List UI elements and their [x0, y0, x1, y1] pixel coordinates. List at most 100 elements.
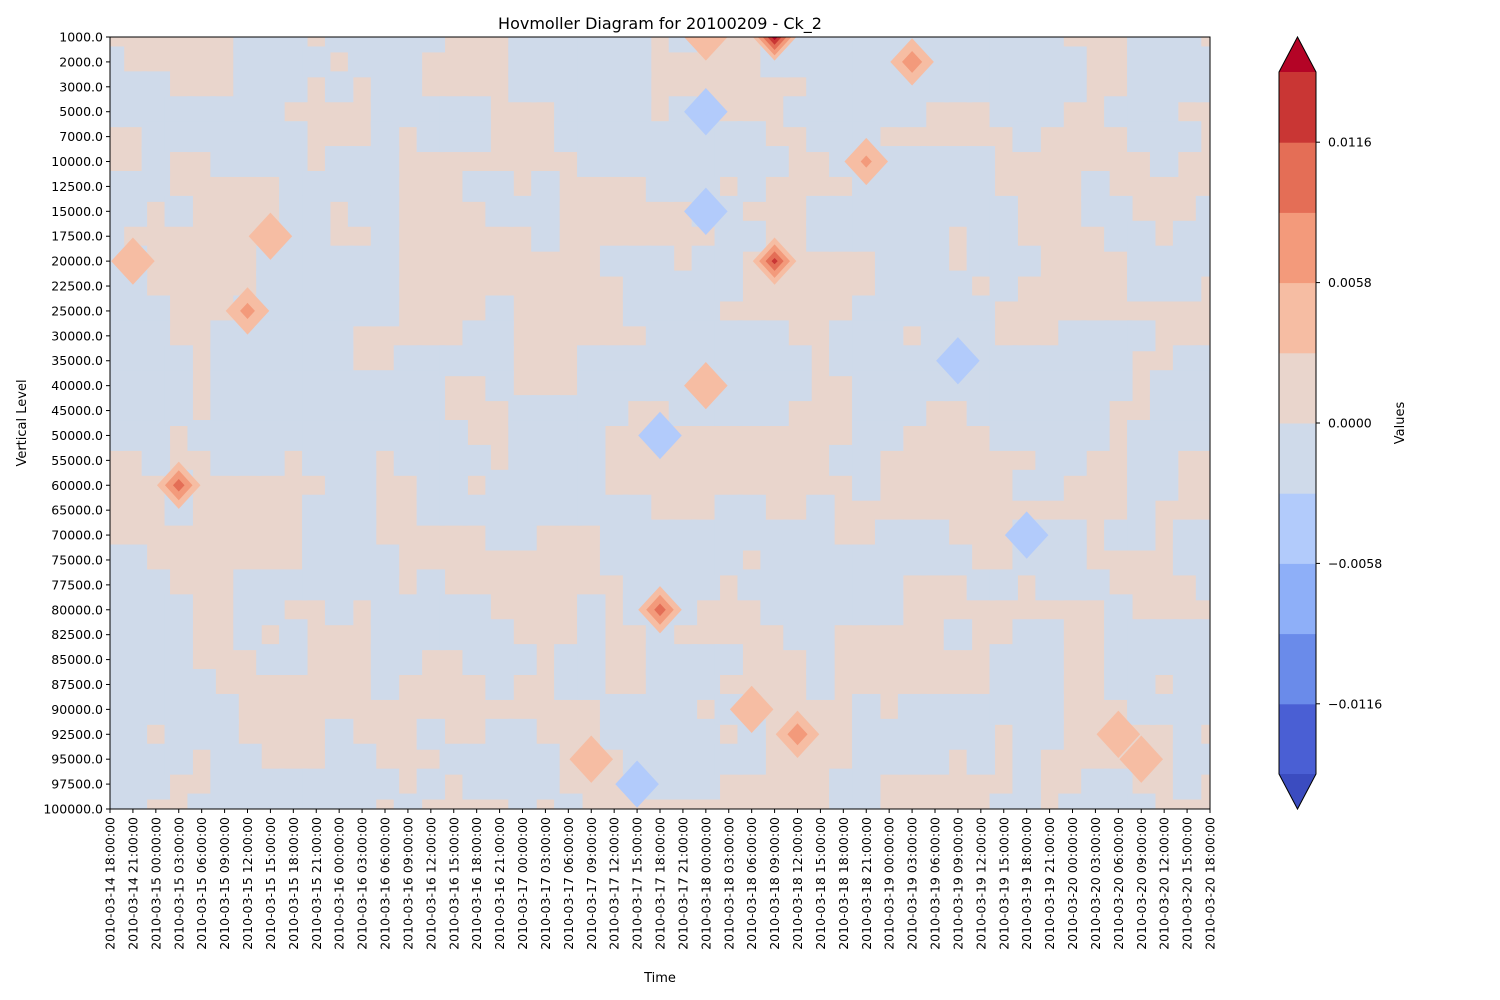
heatmap-cell: [110, 220, 125, 252]
x-axis: 2010-03-14 18:00:00 2010-03-14 21:00:00 20…: [103, 809, 1218, 950]
heatmap-feature: [248, 212, 293, 260]
heatmap-feature: [156, 461, 201, 509]
heatmap-cell: [302, 793, 331, 809]
colorbar-outline: [1278, 35, 1317, 811]
heatmap-cell: [324, 37, 354, 53]
x-tick-label: 2010-03-18 00:00:00: [698, 817, 713, 950]
x-tick-label: 2010-03-17 00:00:00: [515, 817, 530, 950]
y-tick-label: 40000.0: [51, 378, 103, 393]
heatmap-cell: [1058, 793, 1087, 809]
x-tick-label: 2010-03-17 06:00:00: [561, 817, 576, 950]
x-tick-label: 2010-03-17 21:00:00: [675, 817, 690, 950]
x-tick-label: 2010-03-18 12:00:00: [790, 817, 805, 950]
heatmap-feature: [752, 37, 797, 61]
x-tick-label: 2010-03-18 03:00:00: [721, 817, 736, 950]
heatmap-cell: [714, 270, 743, 302]
y-tick-label: 90000.0: [51, 702, 103, 717]
colorbar-tick-label: 0.0000: [1328, 416, 1372, 431]
feature-peak: [702, 108, 709, 115]
heatmap-cell: [829, 793, 858, 809]
heatmap-cell: [1081, 420, 1110, 451]
x-tick-label: 2010-03-14 18:00:00: [103, 817, 118, 950]
heatmap-cell: [806, 669, 835, 700]
feature-peak: [244, 307, 251, 314]
heatmap-cell: [783, 370, 812, 402]
feature-peak: [129, 258, 136, 265]
x-tick-label: 2010-03-16 00:00:00: [332, 817, 347, 950]
y-tick-label: 15000.0: [51, 204, 103, 219]
x-tick-label: 2010-03-17 15:00:00: [630, 817, 645, 950]
heatmap-cell: [508, 793, 537, 809]
heatmap-cell: [1195, 195, 1210, 227]
y-tick-label: 82500.0: [51, 627, 103, 642]
y-tick-label: 80000.0: [51, 602, 103, 617]
heatmap-cell: [1058, 71, 1087, 103]
heatmap-cell: [714, 644, 743, 676]
heatmap-feature: [111, 237, 155, 285]
heatmap-cell: [989, 793, 1018, 809]
x-tick-label: 2010-03-19 18:00:00: [1019, 817, 1034, 950]
x-tick-label: 2010-03-19 06:00:00: [928, 817, 943, 950]
heatmap-cell: [1195, 46, 1210, 78]
heatmap-cell: [347, 793, 377, 809]
heatmap-cell: [1195, 569, 1210, 601]
x-tick-label: 2010-03-20 12:00:00: [1157, 817, 1172, 950]
heatmap-feature: [684, 37, 728, 61]
heatmap-cell: [852, 793, 881, 809]
x-tick-label: 2010-03-16 03:00:00: [355, 817, 370, 950]
heatmap-cell: [279, 644, 308, 676]
heatmap-cell: [370, 295, 400, 327]
heatmap-cell: [233, 793, 262, 809]
heatmap-feature: [1119, 735, 1164, 783]
heatmap-feature: [225, 287, 270, 335]
y-tick-label: 75000.0: [51, 552, 103, 567]
x-tick-label: 2010-03-20 18:00:00: [1203, 817, 1218, 950]
colorbar-segment: [1279, 212, 1316, 284]
colorbar: −0.0116 −0.0058 0.0000 0.0058 0.0116: [1278, 35, 1382, 811]
heatmap-cell: [1012, 793, 1041, 809]
x-tick-label: 2010-03-15 21:00:00: [309, 817, 324, 950]
heatmap-feature: [1004, 511, 1049, 559]
x-tick-label: 2010-03-18 21:00:00: [859, 817, 874, 950]
y-tick-label: 12500.0: [51, 179, 103, 194]
y-tick-label: 60000.0: [51, 478, 103, 493]
x-tick-label: 2010-03-16 06:00:00: [378, 817, 393, 950]
y-tick-label: 7000.0: [59, 129, 103, 144]
heatmap-cell: [760, 146, 789, 177]
heatmap-cell: [966, 743, 996, 775]
colorbar-tick-label: 0.0116: [1328, 135, 1372, 150]
x-tick-label: 2010-03-18 09:00:00: [767, 817, 782, 950]
heatmap-cell: [1195, 245, 1210, 277]
x-tick-label: 2010-03-16 18:00:00: [469, 817, 484, 950]
heatmap-feature: [729, 685, 774, 734]
y-tick-label: 5000.0: [59, 104, 103, 119]
heatmap-cell: [1195, 420, 1210, 451]
heatmap-feature: [1096, 710, 1141, 758]
y-tick-label: 35000.0: [51, 353, 103, 368]
feature-peak: [1023, 532, 1030, 539]
x-tick-label: 2010-03-18 18:00:00: [836, 817, 851, 950]
y-axis-label: Vertical Level: [15, 379, 30, 466]
feature-peak: [1138, 756, 1145, 763]
heatmap-cell: [1127, 519, 1156, 551]
x-tick-label: 2010-03-16 12:00:00: [423, 817, 438, 950]
x-tick-label: 2010-03-19 09:00:00: [950, 817, 965, 950]
colorbar-label: Values: [1393, 402, 1408, 445]
y-tick-label: 70000.0: [51, 528, 103, 543]
heatmap-feature: [569, 735, 614, 783]
x-tick-label: 2010-03-19 12:00:00: [973, 817, 988, 950]
colorbar-segment: [1279, 633, 1316, 705]
x-tick-label: 2010-03-20 00:00:00: [1065, 817, 1080, 950]
x-tick-label: 2010-03-15 00:00:00: [148, 817, 163, 950]
feature-peak: [702, 208, 709, 215]
x-tick-label: 2010-03-19 03:00:00: [905, 817, 920, 950]
x-tick-label: 2010-03-19 21:00:00: [1042, 817, 1057, 950]
heatmap-cell: [531, 220, 560, 252]
y-tick-label: 1000.0: [59, 30, 103, 45]
y-tick-label: 97500.0: [51, 777, 103, 792]
y-tick-label: 20000.0: [51, 254, 103, 269]
colorbar-segment: [1279, 563, 1316, 635]
y-tick-label: 77500.0: [51, 577, 103, 592]
x-tick-label: 2010-03-15 06:00:00: [194, 817, 209, 950]
